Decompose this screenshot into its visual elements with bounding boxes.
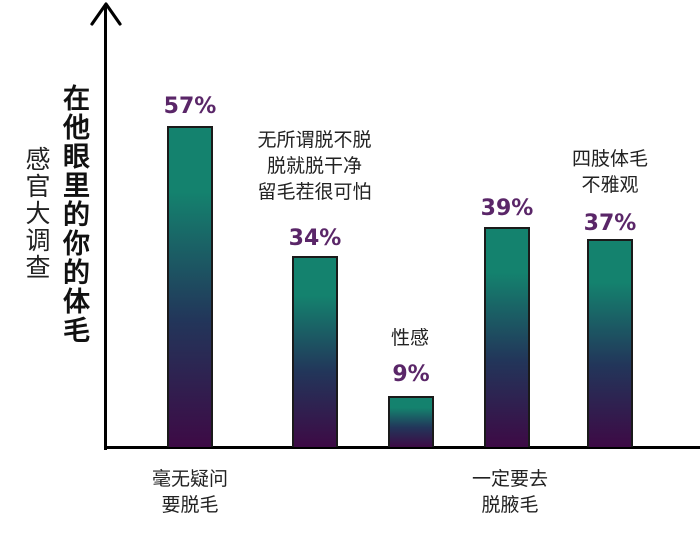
x-label-bar-4: 一定要去 脱腋毛 [471, 468, 548, 516]
annotation-bar-5: 四肢体毛 不雅观 [571, 148, 648, 196]
chart-subtitle: 感官大调查 [22, 146, 51, 281]
y-axis [104, 6, 107, 450]
value-label-34: 34% [288, 226, 342, 251]
bar-34pct [292, 256, 338, 447]
value-label-57: 57% [163, 94, 217, 119]
bar-39pct [484, 227, 530, 447]
bar-37pct [587, 239, 633, 447]
annotation-bar-2: 无所谓脱不脱 脱就脱干净 留毛茬很可怕 [257, 129, 372, 203]
x-label-bar-1: 毫无疑问 要脱毛 [151, 468, 228, 516]
y-axis-arrow-icon [90, 2, 122, 26]
x-axis [104, 446, 700, 449]
value-label-39: 39% [480, 196, 534, 221]
value-label-37: 37% [583, 211, 637, 236]
annotation-bar-3: 性感 [390, 327, 429, 349]
chart-title: 在他眼里的你的体毛 [58, 84, 89, 345]
bar-9pct [388, 396, 434, 447]
bar-57pct [167, 126, 213, 447]
value-label-9: 9% [392, 362, 430, 387]
